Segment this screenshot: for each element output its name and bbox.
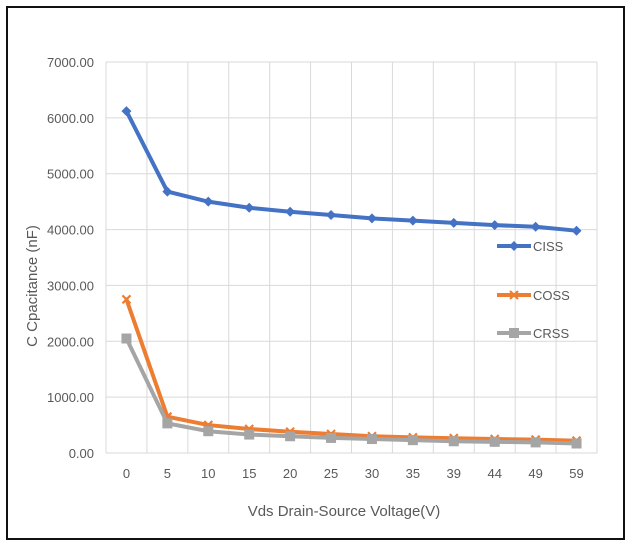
x-tick-label: 30 — [365, 466, 379, 481]
y-tick-label: 4000.00 — [47, 223, 94, 238]
series-lines — [121, 106, 582, 449]
legend: CISS COSS CRSS — [497, 239, 570, 341]
data-point — [407, 435, 418, 446]
series-ciss — [121, 106, 582, 236]
x-tick-label: 5 — [164, 466, 171, 481]
data-point — [121, 106, 132, 117]
data-point — [489, 436, 500, 447]
x-tick-label: 39 — [447, 466, 461, 481]
y-tick-label: 3000.00 — [47, 278, 94, 293]
series-line — [124, 297, 579, 443]
y-tick-label: 2000.00 — [47, 334, 94, 349]
legend-marker — [509, 241, 519, 251]
series-line — [124, 109, 579, 233]
x-tick-label: 20 — [283, 466, 297, 481]
series-line — [124, 336, 579, 446]
chart-frame — [6, 6, 625, 540]
data-point — [244, 202, 255, 213]
legend-marker — [509, 290, 519, 300]
x-tick-label: 15 — [242, 466, 256, 481]
data-point — [244, 429, 255, 440]
data-point — [203, 426, 214, 437]
y-tick-label: 5000.00 — [47, 167, 94, 182]
x-tick-label: 59 — [569, 466, 583, 481]
x-tick-label: 49 — [528, 466, 542, 481]
data-point — [366, 213, 377, 224]
x-tick-label: 10 — [201, 466, 215, 481]
legend-label: CISS — [533, 239, 564, 254]
data-point — [530, 437, 541, 448]
data-point — [285, 431, 296, 442]
data-point — [162, 418, 173, 429]
x-tick-label: 0 — [123, 466, 130, 481]
y-tick-label: 1000.00 — [47, 390, 94, 405]
data-point — [366, 434, 377, 445]
legend-label: CRSS — [533, 326, 569, 341]
data-point — [121, 333, 132, 344]
y-tick-label: 0.00 — [69, 446, 94, 461]
x-tick-label: 44 — [487, 466, 501, 481]
y-tick-label: 6000.00 — [47, 111, 94, 126]
data-point — [489, 220, 500, 231]
data-point — [407, 215, 418, 226]
legend-item-ciss: CISS — [497, 239, 564, 254]
data-point — [203, 196, 214, 207]
data-point — [448, 436, 459, 447]
data-point — [530, 221, 541, 232]
data-point — [571, 438, 582, 449]
legend-item-crss: CRSS — [497, 326, 569, 341]
data-point — [121, 294, 132, 305]
data-point — [285, 206, 296, 217]
gridlines — [105, 61, 598, 454]
data-point — [162, 186, 173, 197]
x-tick-label: 25 — [324, 466, 338, 481]
data-point — [326, 210, 337, 221]
data-point — [326, 432, 337, 443]
series-crss — [121, 333, 582, 449]
x-tick-labels: 0 5 10 15 20 25 30 35 39 44 49 59 — [123, 466, 584, 481]
y-tick-label: 7000.00 — [47, 55, 94, 70]
x-tick-label: 35 — [406, 466, 420, 481]
y-tick-labels: 0.00 1000.00 2000.00 3000.00 4000.00 5000.00 6… — [47, 55, 94, 461]
data-point — [448, 217, 459, 228]
x-axis-title: Vds Drain-Source Voltage(V) — [248, 503, 441, 520]
legend-marker — [509, 328, 519, 338]
legend-label: COSS — [533, 288, 570, 303]
y-axis-title: C Cpacitance (nF) — [24, 225, 41, 347]
legend-item-coss: COSS — [497, 288, 570, 303]
data-point — [571, 225, 582, 236]
